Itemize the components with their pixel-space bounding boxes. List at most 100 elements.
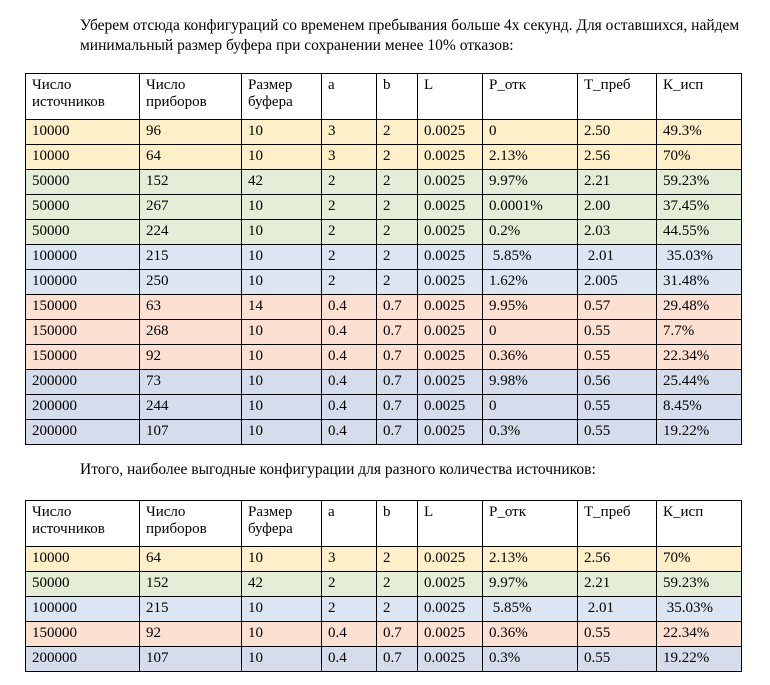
table-cell: 0.7	[376, 394, 418, 420]
table-cell: 2.50	[577, 119, 657, 145]
table-cell: 10	[241, 219, 322, 245]
table-cell: 2	[321, 169, 377, 195]
table-row: 100000 215 10 2 2 0.0025 5.85% 2.01 35.03%	[25, 244, 742, 270]
table-cell: 0.0025	[417, 646, 483, 672]
table-cell: 0.4	[321, 419, 377, 445]
table-cell: 150000	[25, 294, 140, 320]
table-cell: 215	[139, 244, 242, 270]
table-cell: 0.0025	[417, 394, 483, 420]
table-cell: 50000	[25, 571, 140, 597]
table-cell: 42	[241, 169, 322, 195]
table-cell: 10000	[25, 144, 140, 170]
table-cell: 10	[241, 244, 322, 270]
table-cell: 0.0001%	[482, 194, 578, 220]
table-cell: 92	[139, 621, 242, 647]
best-configurations-table: Число источников Число приборов Размер б…	[25, 500, 742, 672]
table-cell: 0.57	[577, 294, 657, 320]
table-cell: 0.7	[376, 621, 418, 647]
table-row: 100000 250 10 2 2 0.0025 1.62% 2.005 31.48%	[25, 269, 742, 295]
table-cell: 250	[139, 269, 242, 295]
table-cell: 2	[376, 219, 418, 245]
table-row: 150000 92 10 0.4 0.7 0.0025 0.36% 0.55 22.34%	[25, 344, 742, 370]
table-cell: 200000	[25, 394, 140, 420]
table-cell: 10	[241, 419, 322, 445]
table-cell: 9.98%	[482, 369, 578, 395]
table-row: 10000 64 10 3 2 0.0025 2.13% 2.56 70%	[25, 144, 742, 170]
table-row: 10000 64 10 3 2 0.0025 2.13% 2.56 70%	[25, 546, 742, 572]
table-cell: 42	[241, 571, 322, 597]
header-k-isp: К_исп	[656, 500, 742, 547]
table-cell: 0.0025	[417, 344, 483, 370]
table-row: 150000 92 10 0.4 0.7 0.0025 0.36% 0.55 22.34%	[25, 621, 742, 647]
table-cell: 0.0025	[417, 119, 483, 145]
table-cell: 100000	[25, 244, 140, 270]
header-t-preb: T_преб	[577, 73, 657, 120]
table-cell: 19.22%	[656, 646, 742, 672]
table-header-row: Число источников Число приборов Размер б…	[25, 73, 742, 120]
table-cell: 10	[241, 369, 322, 395]
table-cell: 2.56	[577, 144, 657, 170]
table-cell: 10	[241, 621, 322, 647]
table-cell: 2	[321, 194, 377, 220]
header-p-otk: P_отк	[482, 500, 578, 547]
table-cell: 0.7	[376, 344, 418, 370]
table-cell: 10	[241, 319, 322, 345]
table-cell: 150000	[25, 344, 140, 370]
table-cell: 2	[376, 571, 418, 597]
table-cell: 0.7	[376, 319, 418, 345]
table-cell: 0.3%	[482, 419, 578, 445]
table-cell: 0.55	[577, 394, 657, 420]
table-cell: 73	[139, 369, 242, 395]
table-cell: 268	[139, 319, 242, 345]
table-cell: 0.0025	[417, 571, 483, 597]
table-cell: 19.22%	[656, 419, 742, 445]
table-cell: 2	[376, 244, 418, 270]
table-cell: 2	[376, 269, 418, 295]
table-cell: 10000	[25, 546, 140, 572]
table-cell: 50000	[25, 219, 140, 245]
table-cell: 107	[139, 646, 242, 672]
table-row: 100000 215 10 2 2 0.0025 5.85% 2.01 35.03%	[25, 596, 742, 622]
table-cell: 244	[139, 394, 242, 420]
table-cell: 0.7	[376, 646, 418, 672]
table-cell: 0.0025	[417, 621, 483, 647]
table-cell: 2	[376, 169, 418, 195]
table-row: 10000 96 10 3 2 0.0025 0 2.50 49.3%	[25, 119, 742, 145]
table-cell: 96	[139, 119, 242, 145]
table-cell: 2.21	[577, 571, 657, 597]
table-cell: 0.55	[577, 319, 657, 345]
table-cell: 0.7	[376, 419, 418, 445]
table-cell: 0.4	[321, 294, 377, 320]
table-cell: 152	[139, 571, 242, 597]
table-cell: 35.03%	[656, 596, 742, 622]
table-cell: 25.44%	[656, 369, 742, 395]
table-cell: 44.55%	[656, 219, 742, 245]
table-cell: 0	[482, 119, 578, 145]
table-cell: 10	[241, 646, 322, 672]
table-row: 50000 267 10 2 2 0.0025 0.0001% 2.00 37.45%	[25, 194, 742, 220]
table-cell: 37.45%	[656, 194, 742, 220]
table-cell: 2	[321, 596, 377, 622]
table-cell: 0.4	[321, 646, 377, 672]
table-cell: 2.00	[577, 194, 657, 220]
table-cell: 10	[241, 269, 322, 295]
table-cell: 2	[376, 119, 418, 145]
table-cell: 0.55	[577, 419, 657, 445]
table-cell: 0.0025	[417, 319, 483, 345]
table-cell: 0	[482, 394, 578, 420]
table-cell: 59.23%	[656, 571, 742, 597]
table-cell: 200000	[25, 646, 140, 672]
header-buffer-size: Размер буфера	[241, 500, 322, 547]
table-cell: 0.0025	[417, 244, 483, 270]
table-cell: 22.34%	[656, 621, 742, 647]
table-cell: 0.0025	[417, 269, 483, 295]
table-cell: 0.55	[577, 621, 657, 647]
table-cell: 2.21	[577, 169, 657, 195]
table-cell: 2	[376, 546, 418, 572]
table-cell: 5.85%	[482, 244, 578, 270]
table-cell: 29.48%	[656, 294, 742, 320]
table-cell: 100000	[25, 269, 140, 295]
summary-paragraph: Итого, наиболее выгодные конфигурации дл…	[80, 461, 596, 478]
table-cell: 2	[321, 244, 377, 270]
table-cell: 0	[482, 319, 578, 345]
